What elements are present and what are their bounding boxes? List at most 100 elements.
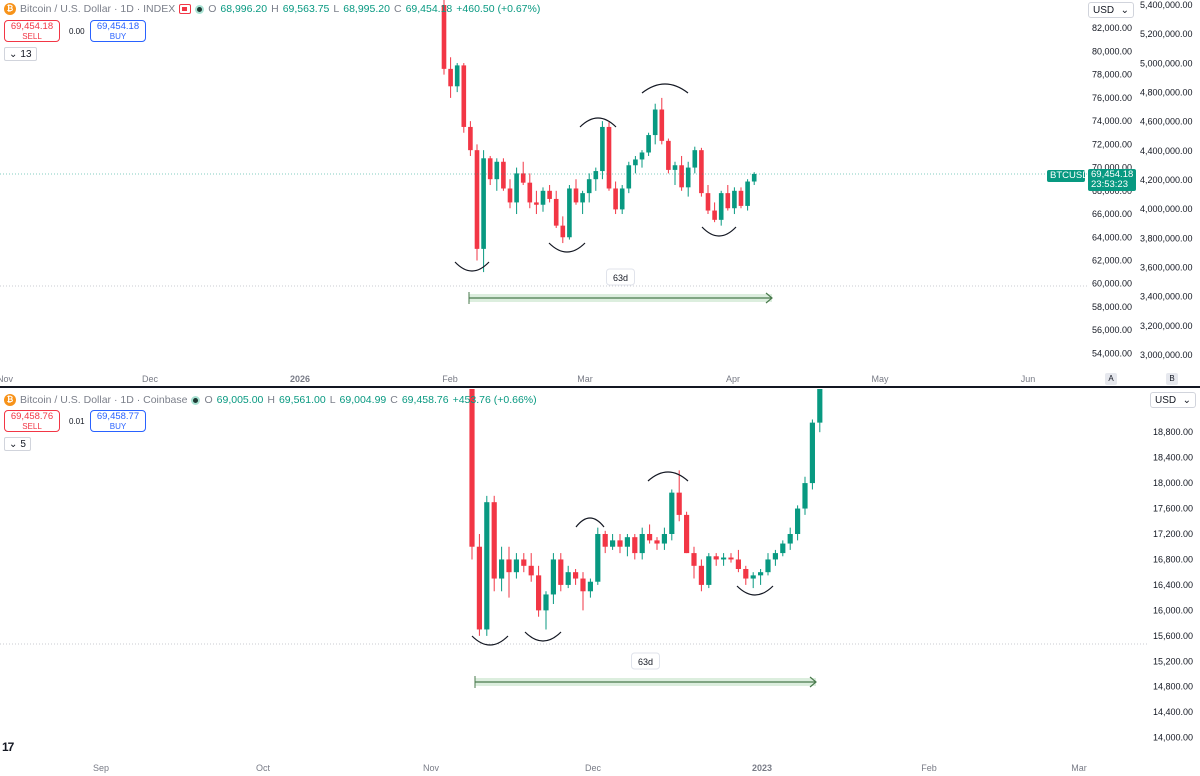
symbol-title[interactable]: Bitcoin / U.S. Dollar · 1D · INDEX <box>20 3 176 15</box>
chevron-down-icon: ⌄ <box>1120 4 1129 16</box>
candle <box>802 476 808 515</box>
indicators-toggle[interactable]: ⌄ 13 <box>4 47 37 61</box>
candle-body <box>484 502 490 630</box>
candle-body <box>691 553 697 566</box>
candle-body <box>441 5 447 69</box>
flag-icon[interactable] <box>179 4 192 14</box>
market-status-icon <box>191 395 201 405</box>
time-axis-label: Nov <box>423 763 440 773</box>
change-value: +460.50 (+0.67%) <box>456 3 541 15</box>
chart-pane-top[interactable]: 82,000.00 80,000.00 78,000.00 76,000.00 74,0… <box>0 0 1200 387</box>
date-range-arrow <box>765 292 773 304</box>
candle <box>461 63 467 133</box>
candle <box>721 553 727 566</box>
candle <box>691 546 697 579</box>
date-range-label-box <box>631 652 660 670</box>
secondary-axis-label: 4,600,000.00 <box>1140 117 1193 127</box>
price-axis-label: 15,200.00 <box>1153 656 1193 666</box>
time-axis-label: Dec <box>585 763 602 773</box>
candle <box>780 540 786 557</box>
candle-body <box>646 135 651 153</box>
candle <box>751 172 757 185</box>
tradingview-logo[interactable]: 17 <box>2 740 14 754</box>
candle-body <box>735 559 741 569</box>
candle-body <box>817 389 823 423</box>
buy-button[interactable]: 69,458.77 BUY <box>90 410 146 432</box>
candle <box>787 527 793 550</box>
bar-countdown: 23:53:23 <box>1091 179 1128 190</box>
candle <box>666 138 671 174</box>
indicators-toggle[interactable]: ⌄ 5 <box>4 437 31 451</box>
price-chart-top[interactable]: 82,000.00 80,000.00 78,000.00 76,000.00 74,0… <box>0 0 1200 387</box>
symbol-title[interactable]: Bitcoin / U.S. Dollar · 1D · Coinbase <box>20 394 188 406</box>
candle-body <box>494 161 500 180</box>
currency-select[interactable]: USD ⌄ <box>1088 2 1134 18</box>
price-axis-label: 70,000.00 <box>1092 163 1132 173</box>
candle-body <box>705 193 711 211</box>
close-value: 69,454.18 <box>405 3 453 15</box>
time-axis-label: Sep <box>93 763 109 773</box>
candle-body <box>606 126 612 189</box>
auto-scale-button[interactable]: A <box>1105 373 1117 385</box>
candle-body <box>613 188 618 210</box>
chart-pane-bottom[interactable]: 18,800.00 18,400.00 18,000.00 17,600.00 17,2… <box>0 389 1200 776</box>
candle-body <box>809 422 815 484</box>
log-scale-button[interactable]: B <box>1166 373 1178 385</box>
secondary-axis-label: 5,200,000.00 <box>1140 29 1193 39</box>
candle-body <box>520 173 526 183</box>
candle-body <box>750 575 756 579</box>
candle-body <box>553 198 559 226</box>
time-axis-label: Jun <box>1021 374 1036 384</box>
currency-select[interactable]: USD ⌄ <box>1150 392 1196 408</box>
candle-body <box>507 188 513 203</box>
candle <box>540 187 546 212</box>
sell-price: 69,458.76 <box>10 411 54 422</box>
symbol-legend-top[interactable]: ₿ Bitcoin / U.S. Dollar · 1D · INDEX O 68… <box>4 3 540 15</box>
price-chart-bottom[interactable]: 18,800.00 18,400.00 18,000.00 17,600.00 17,2… <box>0 389 1200 776</box>
time-axis-label: Feb <box>442 374 458 384</box>
candle-body <box>802 483 808 509</box>
pane-divider[interactable] <box>0 386 1200 388</box>
candle <box>448 57 453 98</box>
candle <box>706 553 712 589</box>
currency-value: USD <box>1155 394 1177 406</box>
price-axis-label: 62,000.00 <box>1092 255 1132 265</box>
candle <box>514 167 519 215</box>
arc-annotation <box>524 631 562 642</box>
candle-body <box>679 165 684 188</box>
candle <box>606 122 612 191</box>
candle-body <box>506 559 512 573</box>
price-axis-label: 56,000.00 <box>1092 325 1132 335</box>
buy-button[interactable]: 69,454.18 BUY <box>90 20 146 42</box>
candle <box>487 155 493 185</box>
secondary-axis-label: 3,000,000.00 <box>1140 350 1193 360</box>
secondary-axis-label: 5,000,000.00 <box>1140 58 1193 68</box>
candle <box>491 495 497 592</box>
candle-body <box>758 572 764 576</box>
arc-annotation <box>701 226 737 237</box>
candle-body <box>527 182 533 203</box>
candle <box>633 155 638 174</box>
arc-annotation <box>575 517 605 528</box>
candle-body <box>550 559 556 595</box>
candle <box>712 202 717 223</box>
candle <box>494 158 500 191</box>
candle <box>732 187 737 215</box>
candle <box>639 150 645 168</box>
close-label: C <box>390 394 398 406</box>
open-value: 68,996.20 <box>220 3 268 15</box>
symbol-legend-bottom[interactable]: ₿ Bitcoin / U.S. Dollar · 1D · Coinbase … <box>4 394 537 406</box>
sell-button[interactable]: 69,454.18 SELL <box>4 20 60 42</box>
trade-buttons-top: 69,454.18 SELL 0.00 69,454.18 BUY <box>4 20 146 42</box>
candle-body <box>481 158 486 249</box>
sell-button[interactable]: 69,458.76 SELL <box>4 410 60 432</box>
candle <box>619 185 625 215</box>
time-axis-label: 2026 <box>290 374 310 384</box>
candle <box>499 546 505 592</box>
secondary-axis-label: 3,200,000.00 <box>1140 321 1193 331</box>
candle <box>738 187 744 209</box>
price-axis-label: 17,600.00 <box>1153 504 1193 514</box>
candle <box>624 534 630 557</box>
candle-body <box>600 126 605 172</box>
secondary-axis-label: 4,200,000.00 <box>1140 175 1193 185</box>
